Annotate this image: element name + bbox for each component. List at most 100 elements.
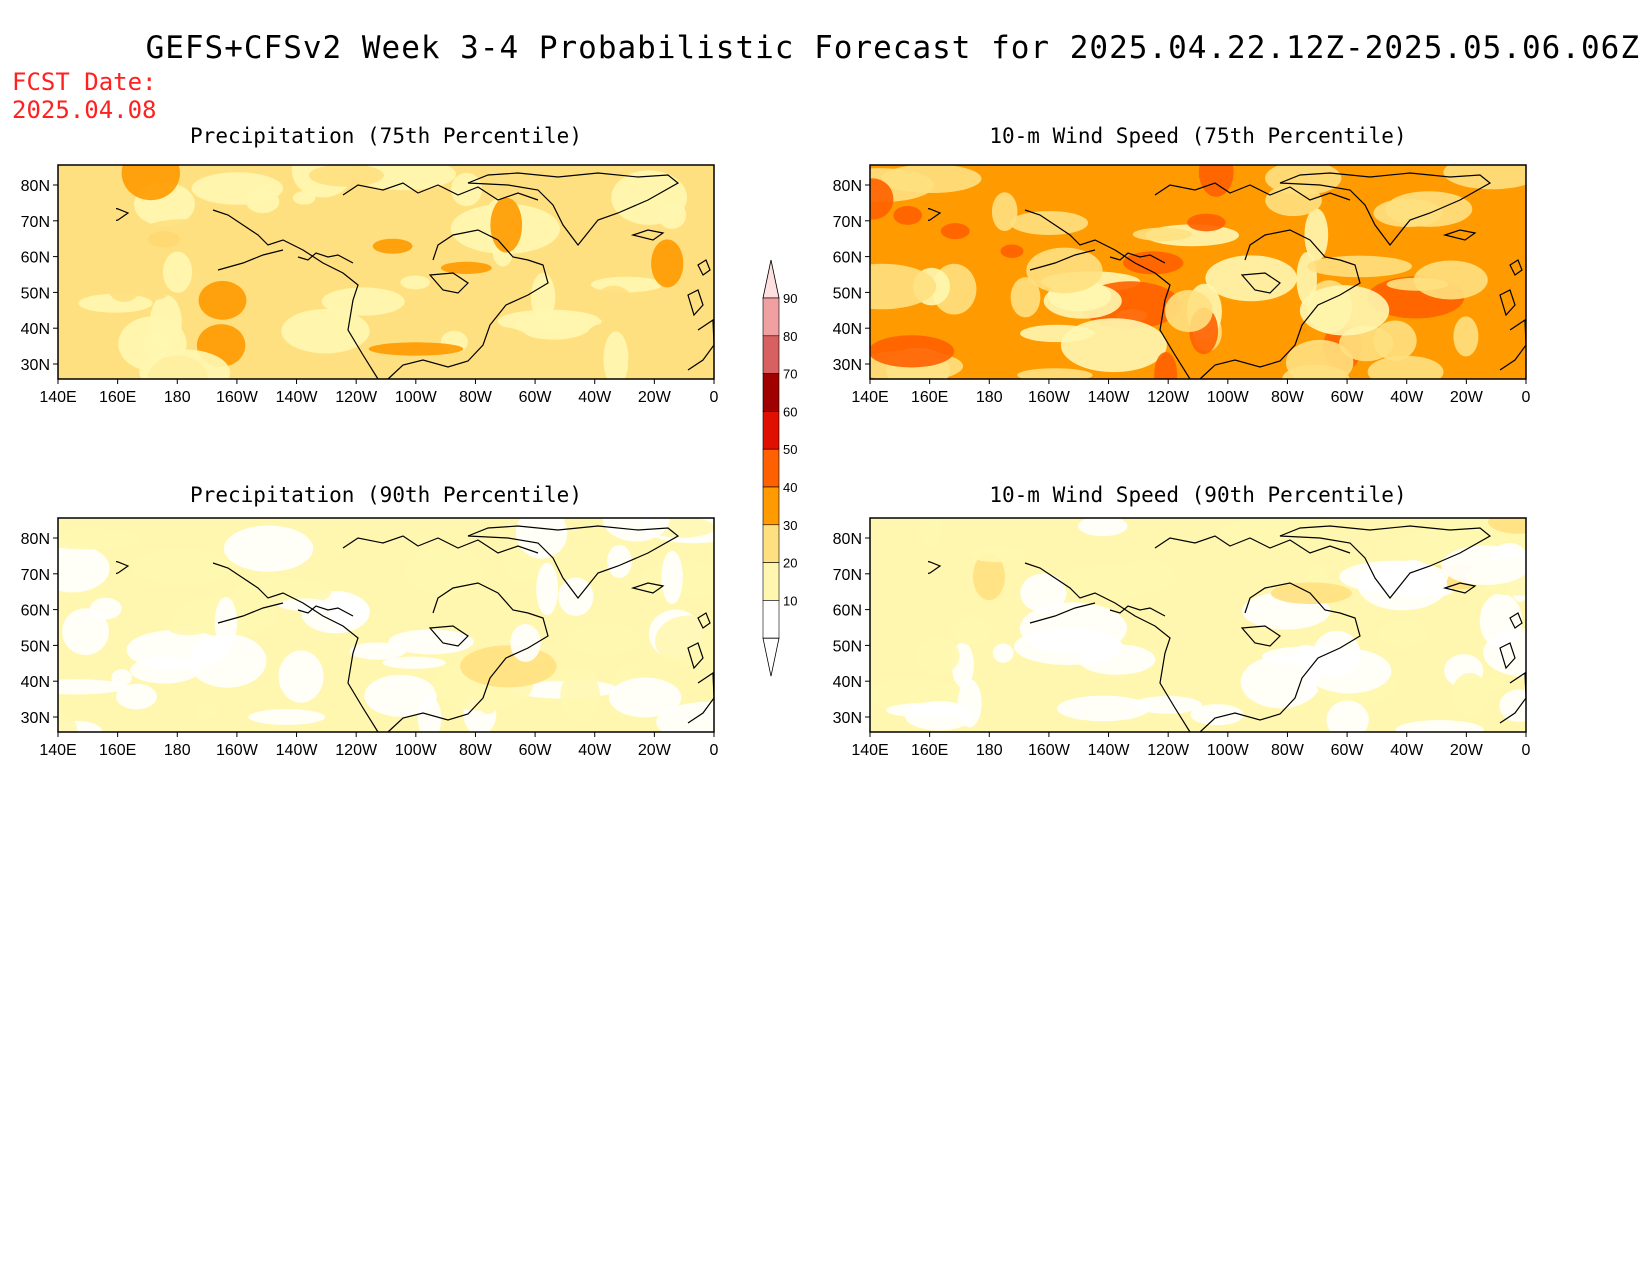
coastline — [1199, 612, 1361, 733]
probability-patch — [1376, 620, 1427, 647]
lon-tick-label: 20W — [638, 389, 672, 406]
probability-patch — [1270, 582, 1352, 605]
probability-patch — [593, 285, 635, 325]
probability-patch — [130, 549, 232, 585]
lon-tick-label: 180 — [164, 742, 191, 759]
coastline — [630, 229, 665, 241]
coastline — [1244, 582, 1341, 614]
colorbar-label: 30 — [783, 518, 797, 533]
map-wind90: 80N 70N 60N 50N 40N 30N 140E 160E 180 160W 140W 120… — [833, 517, 1531, 759]
probability-patch — [656, 701, 714, 732]
coastline — [387, 612, 549, 733]
probability-patch — [1132, 696, 1203, 714]
lon-tick-label: 140W — [276, 389, 319, 406]
probability-patch — [516, 312, 591, 340]
lon-tick-label: 160W — [1028, 389, 1071, 406]
lon-tick-label: 0 — [710, 742, 719, 759]
lon-tick-label: 80W — [459, 389, 493, 406]
coastline — [297, 605, 354, 617]
coastline — [1109, 605, 1166, 617]
probability-patch — [248, 304, 280, 322]
probability-patch — [992, 643, 1014, 663]
probability-patch — [870, 335, 955, 368]
probability-patch — [655, 615, 714, 667]
probability-patch — [1306, 255, 1413, 278]
coastlines — [928, 525, 1527, 733]
lon-tick-label: 120W — [1147, 389, 1190, 406]
lat-tick-label: 40N — [833, 321, 862, 338]
lat-tick-label: 80N — [833, 178, 862, 195]
lon-tick-label: 100W — [1207, 742, 1250, 759]
fcst-date-block: FCST Date: 2025.04.08 — [12, 68, 157, 124]
probability-patch — [460, 645, 557, 688]
lon-tick-label: 0 — [1522, 742, 1531, 759]
probability-patch — [565, 622, 643, 656]
probability-patch — [661, 550, 683, 605]
probability-patch — [1187, 213, 1226, 232]
coastline — [1154, 182, 1351, 201]
lon-tick-label: 120W — [1147, 742, 1190, 759]
probability-patch — [139, 349, 231, 379]
coastline — [212, 562, 379, 733]
probability-patch — [278, 650, 324, 703]
colorbar-label: 40 — [783, 480, 797, 495]
lon-tick-label: 160W — [216, 742, 259, 759]
lon-tick-label: 160E — [911, 742, 948, 759]
lon-tick-label: 60W — [519, 742, 553, 759]
lon-tick-label: 140E — [851, 742, 888, 759]
coastline — [1024, 562, 1191, 733]
map-wind75: 80N 70N 60N 50N 40N 30N 140E 160E 180 160W 140W 120… — [833, 164, 1531, 406]
coastline — [1199, 259, 1361, 380]
probability-patch — [870, 178, 894, 220]
coastline — [1240, 272, 1281, 294]
lon-tick-label: 120W — [335, 742, 378, 759]
probability-patch — [162, 251, 193, 293]
lon-tick-label: 100W — [395, 389, 438, 406]
colorbar-segment — [762, 524, 780, 563]
probability-patch — [957, 679, 982, 728]
colorbar: 90 80 70 60 50 40 30 20 10 — [755, 255, 835, 677]
lat-tick-label: 30N — [833, 710, 862, 727]
probability-patch — [1304, 208, 1329, 262]
probability-patch — [1123, 251, 1184, 275]
lat-tick-label: 40N — [833, 674, 862, 691]
map-panel-precip90: 80N 70N 60N 50N 40N 30N 140E 160E 180 160W 140W 120… — [0, 513, 760, 773]
probability-patch — [309, 215, 382, 248]
probability-patch — [1017, 368, 1093, 379]
lon-tick-label: 80W — [459, 742, 493, 759]
probability-patch — [1386, 277, 1449, 291]
lon-tick-label: 140W — [276, 742, 319, 759]
lon-tick-label: 160E — [911, 389, 948, 406]
probability-patch — [1020, 324, 1095, 343]
lat-tick-label: 60N — [21, 250, 50, 267]
lon-tick-label: 20W — [1450, 389, 1484, 406]
lon-tick-label: 20W — [638, 742, 672, 759]
probability-patch — [58, 544, 110, 593]
lat-tick-label: 80N — [833, 531, 862, 548]
lon-tick-label: 40W — [578, 389, 612, 406]
lon-tick-label: 80W — [1271, 742, 1305, 759]
lon-tick-label: 40W — [578, 742, 612, 759]
coastline — [1279, 172, 1492, 246]
coastline — [1509, 259, 1523, 276]
map-panel-wind90: 80N 70N 60N 50N 40N 30N 140E 160E 180 160W 140W 120… — [812, 513, 1572, 773]
probability-patch — [405, 548, 484, 595]
colorbar-label: 90 — [783, 291, 797, 306]
coastline — [116, 207, 130, 222]
probability-patch — [969, 546, 1027, 563]
probability-patch — [372, 238, 413, 254]
colorbar-segment — [762, 562, 780, 601]
probability-patch — [308, 165, 384, 187]
coastline — [1442, 582, 1477, 594]
probability-patch — [364, 674, 437, 717]
probability-patch — [388, 629, 474, 655]
probability-patch — [527, 190, 607, 213]
lat-tick-label: 70N — [21, 567, 50, 584]
coastline — [342, 182, 539, 201]
probability-patch — [627, 337, 692, 379]
probability-patch — [248, 709, 326, 725]
lon-tick-label: 60W — [1331, 742, 1365, 759]
lat-tick-label: 40N — [21, 674, 50, 691]
probability-patch — [223, 525, 314, 572]
probability-patch — [1265, 184, 1322, 217]
